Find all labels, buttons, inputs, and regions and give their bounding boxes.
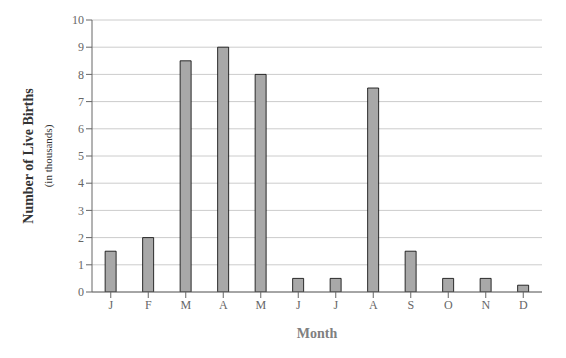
svg-text:M: M: [255, 298, 266, 312]
svg-text:2: 2: [78, 231, 84, 245]
svg-text:9: 9: [78, 40, 84, 54]
svg-text:7: 7: [78, 95, 84, 109]
svg-text:5: 5: [78, 149, 84, 163]
svg-text:A: A: [369, 298, 378, 312]
svg-text:6: 6: [78, 122, 84, 136]
svg-text:J: J: [296, 298, 301, 312]
svg-text:3: 3: [78, 204, 84, 218]
svg-text:Month: Month: [297, 326, 338, 341]
svg-text:J: J: [333, 298, 338, 312]
svg-text:O: O: [444, 298, 453, 312]
svg-text:10: 10: [72, 13, 84, 27]
svg-text:S: S: [407, 298, 414, 312]
svg-text:4: 4: [78, 176, 84, 190]
svg-text:F: F: [145, 298, 152, 312]
svg-text:Number of Live Births: Number of Live Births: [21, 88, 36, 224]
svg-text:A: A: [219, 298, 228, 312]
svg-text:(in thousands): (in thousands): [42, 124, 55, 187]
svg-text:0: 0: [78, 285, 84, 299]
svg-text:N: N: [481, 298, 490, 312]
svg-text:J: J: [108, 298, 113, 312]
svg-text:M: M: [180, 298, 191, 312]
svg-text:8: 8: [78, 68, 84, 82]
svg-text:D: D: [519, 298, 528, 312]
svg-text:1: 1: [78, 258, 84, 272]
